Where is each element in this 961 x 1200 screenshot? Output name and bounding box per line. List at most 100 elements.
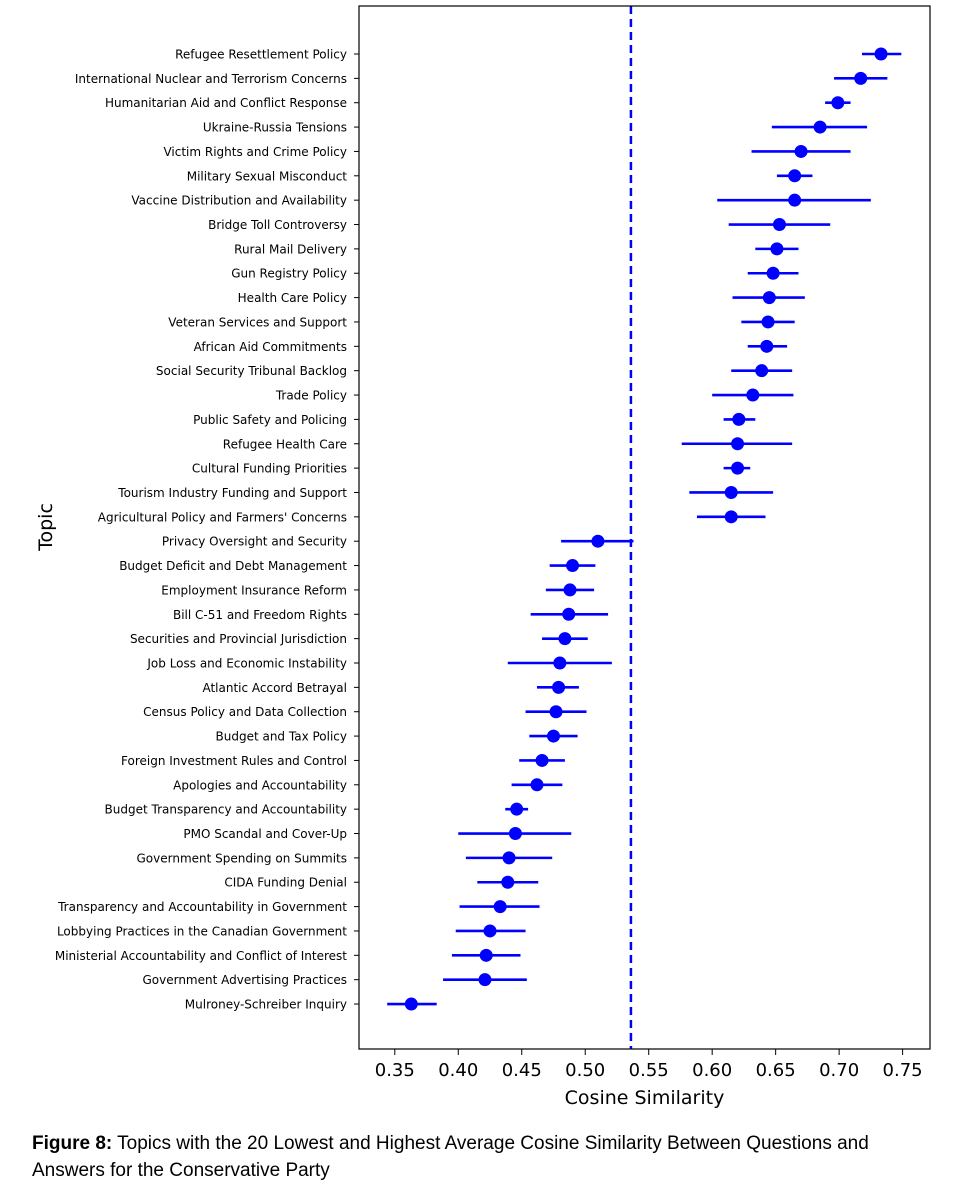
y-tick-label: Victim Rights and Crime Policy: [163, 145, 347, 159]
data-point: [755, 364, 769, 378]
data-point: [549, 705, 563, 719]
data-point: [563, 583, 577, 597]
x-tick-label: 0.45: [502, 1060, 542, 1081]
points-layer: [404, 47, 888, 1011]
y-tick-label: International Nuclear and Terrorism Conc…: [75, 72, 347, 86]
x-tick-label: 0.60: [692, 1060, 732, 1081]
data-point: [558, 632, 572, 646]
x-tick-label: 0.70: [819, 1060, 859, 1081]
x-axis: 0.35 0.40 0.45 0.50 0.55 0.60 0.65 0.70 0.75: [375, 1049, 923, 1081]
y-tick-label: Agricultural Policy and Farmers' Concern…: [98, 510, 347, 524]
data-point: [566, 559, 580, 573]
error-bars-layer: [387, 52, 902, 1006]
data-point: [746, 388, 760, 402]
y-tick-label: Gun Registry Policy: [231, 267, 347, 281]
data-point: [591, 534, 605, 548]
y-tick-label: Privacy Oversight and Security: [162, 535, 347, 549]
data-point: [562, 607, 576, 621]
data-point: [546, 729, 560, 743]
y-tick-label: Humanitarian Aid and Conflict Response: [105, 96, 347, 110]
data-point: [479, 948, 493, 962]
x-tick-label: 0.75: [883, 1060, 923, 1081]
data-point: [874, 47, 888, 61]
data-point: [508, 827, 522, 841]
data-point: [772, 218, 786, 232]
data-point: [788, 169, 802, 183]
x-tick-label: 0.35: [375, 1060, 415, 1081]
plot-frame: [358, 5, 931, 1050]
data-point: [501, 875, 515, 889]
data-point: [478, 973, 492, 987]
data-point: [794, 144, 808, 158]
x-tick-label: 0.55: [629, 1060, 669, 1081]
data-point: [788, 193, 802, 207]
y-tick-label: Foreign Investment Rules and Control: [121, 754, 347, 768]
data-point: [761, 315, 775, 329]
y-tick-label: Atlantic Accord Betrayal: [202, 681, 347, 695]
data-point: [762, 291, 776, 305]
y-tick-label: Lobbying Practices in the Canadian Gover…: [57, 924, 347, 938]
data-point: [732, 412, 746, 426]
data-point: [854, 71, 868, 85]
y-tick-label: Securities and Provincial Jurisdiction: [130, 632, 347, 646]
x-axis-label: Cosine Similarity: [565, 1087, 725, 1109]
data-point: [530, 778, 544, 792]
y-tick-label: Ministerial Accountability and Conflict …: [55, 949, 347, 963]
data-point: [483, 924, 497, 938]
y-tick-label: Refugee Resettlement Policy: [175, 48, 347, 62]
data-point: [404, 997, 418, 1011]
data-point: [535, 753, 549, 767]
y-tick-labels: Refugee Resettlement Policy International…: [55, 48, 359, 1012]
y-tick-label: Government Spending on Summits: [136, 851, 347, 865]
y-tick-label: Transparency and Accountability in Gover…: [57, 900, 347, 914]
y-tick-label: Budget Deficit and Debt Management: [119, 559, 347, 573]
chart-figure: Refugee Resettlement Policy International…: [35, 5, 931, 1109]
y-tick-label: Rural Mail Delivery: [234, 242, 347, 256]
data-point: [731, 461, 745, 475]
data-point: [731, 437, 745, 451]
y-tick-label: Employment Insurance Reform: [161, 583, 347, 597]
y-tick-label: African Aid Commitments: [194, 340, 347, 354]
caption-text: Topics with the 20 Lowest and Highest Av…: [32, 1133, 869, 1181]
y-tick-label: Social Security Tribunal Backlog: [156, 364, 347, 378]
y-tick-label: Health Care Policy: [238, 291, 347, 305]
y-tick-label: Cultural Funding Priorities: [192, 462, 347, 476]
y-tick-label: Trade Policy: [275, 389, 347, 403]
y-tick-label: Military Sexual Misconduct: [187, 169, 348, 183]
y-tick-label: Government Advertising Practices: [142, 973, 347, 987]
y-tick-label: Job Loss and Economic Instability: [146, 657, 347, 671]
y-axis-label: Topic: [35, 503, 57, 552]
x-tick-label: 0.65: [756, 1060, 796, 1081]
y-tick-label: Vaccine Distribution and Availability: [131, 194, 347, 208]
data-point: [724, 510, 738, 524]
y-tick-label: Bridge Toll Controversy: [208, 218, 347, 232]
y-tick-label: Public Safety and Policing: [193, 413, 347, 427]
data-point: [766, 266, 780, 280]
data-point: [552, 680, 566, 694]
y-tick-label: Census Policy and Data Collection: [143, 705, 347, 719]
data-point: [831, 96, 845, 110]
y-tick-label: Ukraine-Russia Tensions: [203, 121, 347, 135]
y-tick-label: PMO Scandal and Cover-Up: [183, 827, 347, 841]
data-point: [493, 900, 507, 914]
caption-label: Figure 8:: [32, 1133, 113, 1154]
figure-caption: Figure 8: Topics with the 20 Lowest and …: [32, 1130, 942, 1184]
y-tick-label: CIDA Funding Denial: [224, 876, 347, 890]
data-point: [553, 656, 567, 670]
data-point: [760, 339, 774, 353]
y-tick-label: Bill C-51 and Freedom Rights: [173, 608, 347, 622]
y-tick-label: Mulroney-Schreiber Inquiry: [185, 998, 347, 1012]
data-point: [724, 485, 738, 499]
y-tick-label: Apologies and Accountability: [173, 778, 347, 792]
data-point: [813, 120, 827, 134]
x-tick-label: 0.40: [438, 1060, 478, 1081]
x-tick-label: 0.50: [565, 1060, 605, 1081]
y-tick-label: Budget Transparency and Accountability: [105, 803, 347, 817]
data-point: [502, 851, 516, 865]
y-tick-label: Veteran Services and Support: [168, 315, 347, 329]
data-point: [510, 802, 524, 816]
data-point: [770, 242, 784, 256]
y-tick-label: Budget and Tax Policy: [216, 730, 348, 744]
y-tick-label: Refugee Health Care: [223, 437, 347, 451]
y-tick-label: Tourism Industry Funding and Support: [117, 486, 347, 500]
